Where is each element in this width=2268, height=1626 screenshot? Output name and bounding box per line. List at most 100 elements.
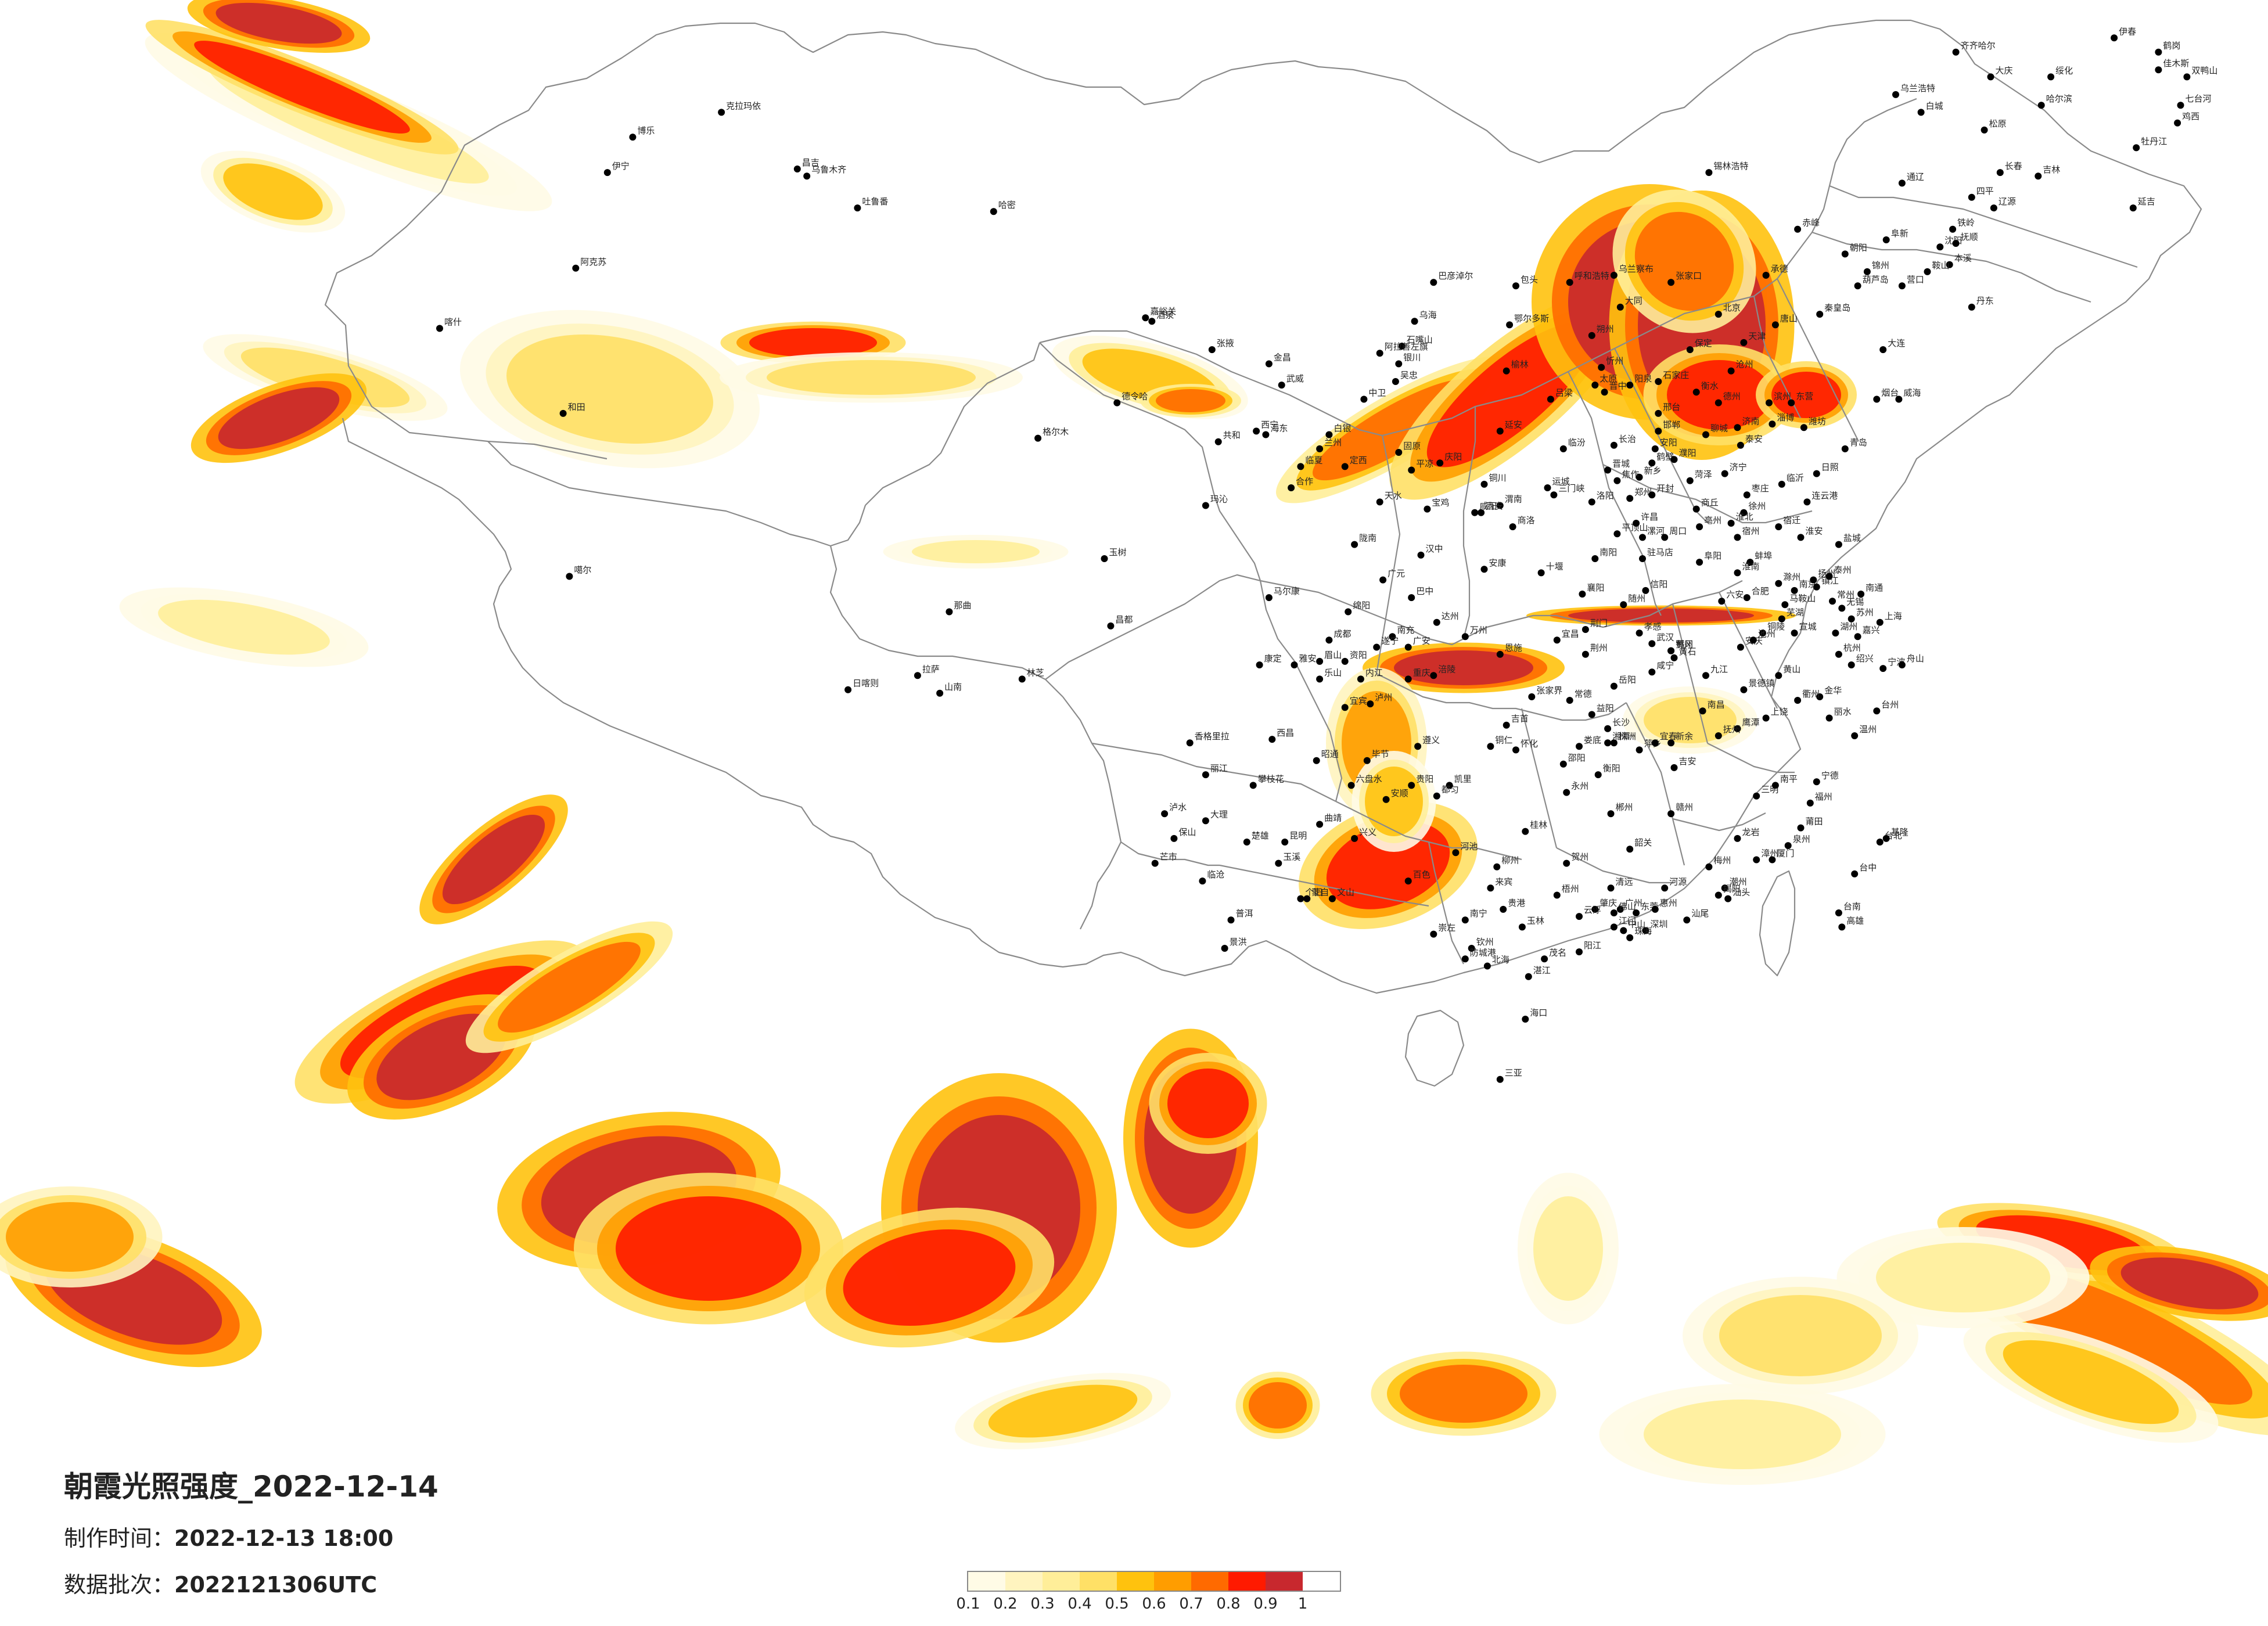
city-label: 中卫 — [1368, 388, 1386, 398]
city-dot — [1879, 665, 1887, 672]
city-dot — [718, 109, 725, 116]
city-dot — [1395, 360, 1403, 368]
city-dot — [1113, 399, 1121, 406]
city-dot — [1642, 927, 1649, 934]
city-dot — [1633, 909, 1640, 916]
city-label: 中山 — [1628, 919, 1645, 930]
glow-patch — [215, 2, 342, 44]
city-dot — [1882, 236, 1890, 243]
city-label: 合肥 — [1752, 586, 1769, 596]
city-label: 宜宾 — [1350, 696, 1367, 706]
city-label: 重庆 — [1413, 667, 1430, 678]
city-label: 噶尔 — [574, 565, 591, 575]
city-dot — [1576, 948, 1583, 956]
city-label: 石嘴山 — [1407, 334, 1433, 345]
city-label: 阜阳 — [1704, 551, 1721, 561]
city-dot — [1243, 839, 1250, 846]
city-label: 兴义 — [1359, 827, 1376, 837]
city-label: 吕梁 — [1555, 388, 1573, 398]
city-label: 雅安 — [1299, 653, 1317, 664]
city-label: 天津 — [1748, 331, 1766, 341]
city-label: 沧州 — [1736, 359, 1753, 370]
city-dot — [1214, 438, 1222, 445]
glow-patch — [1167, 1069, 1249, 1138]
city-label: 六盘水 — [1356, 774, 1382, 784]
city-label: 白银 — [1334, 423, 1351, 434]
city-label: 南通 — [1866, 582, 1883, 593]
city-label: 汕尾 — [1691, 908, 1709, 919]
city-dot — [566, 573, 573, 580]
city-label: 泰安 — [1745, 434, 1763, 444]
city-dot — [1537, 569, 1545, 577]
city-markers: 加格达奇黑河海拉尔齐齐哈尔伊春鹤岗佳木斯双鸭山大庆绥化哈尔滨七台河鸡西乌兰浩特白… — [436, 26, 2217, 1083]
city-dot — [1376, 498, 1383, 506]
city-label: 宜昌 — [1562, 628, 1579, 639]
city-label: 锦州 — [1872, 260, 1889, 271]
city-label: 开封 — [1656, 483, 1674, 494]
city-dot — [1291, 661, 1298, 668]
city-dot — [1424, 505, 1431, 513]
city-dot — [629, 134, 637, 141]
city-dot — [1268, 736, 1276, 743]
boundary-line — [1045, 574, 1261, 680]
boundary-line — [1521, 708, 1558, 848]
map-title: 朝霞光照强度_2022-12-14 — [64, 1470, 438, 1503]
city-label: 平凉 — [1416, 459, 1433, 469]
city-dot — [1784, 842, 1792, 850]
city-label: 双鸭山 — [2191, 65, 2217, 75]
city-dot — [1851, 732, 1859, 739]
city-label: 晋城 — [1612, 459, 1630, 469]
city-dot — [1208, 346, 1216, 354]
city-label: 南阳 — [1600, 547, 1617, 557]
city-dot — [1670, 456, 1678, 463]
city-dot — [1642, 587, 1649, 594]
boundary-line — [487, 441, 867, 547]
city-label: 马尔康 — [1274, 586, 1300, 596]
city-label: 马鞍山 — [1789, 593, 1816, 603]
city-label: 湖州 — [1840, 621, 1857, 632]
city-label: 滁州 — [1783, 572, 1800, 582]
city-dot — [1594, 771, 1602, 779]
city-label: 西宁 — [1261, 419, 1278, 430]
city-dot — [1316, 821, 1324, 828]
city-label: 乌鲁木齐 — [811, 164, 846, 175]
city-label: 晋中 — [1609, 380, 1627, 391]
city-dot — [1813, 470, 1820, 477]
city-dot — [1734, 424, 1741, 431]
city-dot — [1148, 318, 1156, 325]
city-label: 济南 — [1742, 416, 1760, 426]
city-label: 和田 — [568, 402, 585, 412]
city-dot — [1702, 431, 1709, 438]
city-dot — [1363, 757, 1371, 764]
city-dot — [1341, 463, 1349, 470]
city-label: 铜陵 — [1767, 621, 1785, 632]
city-label: 青岛 — [1850, 437, 1867, 448]
city-dot — [2177, 102, 2184, 109]
city-dot — [1851, 870, 1859, 877]
city-dot — [1936, 243, 1944, 251]
city-label: 益阳 — [1597, 703, 1614, 713]
city-label: 深圳 — [1650, 919, 1667, 930]
city-dot — [1740, 339, 1748, 346]
city-dot — [1832, 629, 1839, 637]
city-label: 贺州 — [1571, 852, 1588, 862]
city-label: 喀什 — [444, 317, 462, 328]
city-label: 乌兰察布 — [1619, 264, 1654, 274]
city-dot — [1522, 828, 1529, 835]
city-label: 安阳 — [1660, 437, 1677, 448]
city-label: 邢台 — [1663, 402, 1680, 412]
city-label: 吉林 — [2043, 164, 2060, 175]
boundary-line — [1626, 702, 1685, 866]
city-label: 揭阳 — [1723, 884, 1741, 894]
city-dot — [1620, 601, 1627, 609]
city-dot — [1461, 955, 1469, 963]
city-label: 菏泽 — [1695, 469, 1712, 480]
city-label: 桂林 — [1530, 820, 1547, 830]
city-dot — [1734, 569, 1741, 577]
city-dot — [1522, 1016, 1529, 1023]
city-label: 湘潭 — [1612, 731, 1630, 742]
city-dot — [1753, 792, 1760, 800]
city-label: 河池 — [1460, 841, 1478, 851]
city-dot — [1566, 697, 1573, 704]
city-dot — [1408, 594, 1415, 602]
